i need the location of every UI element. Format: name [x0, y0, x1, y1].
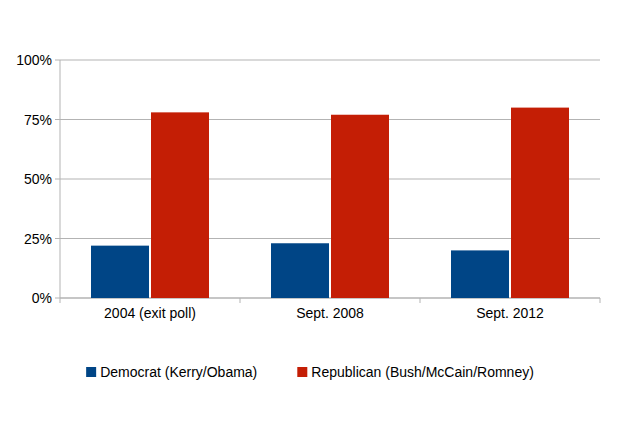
bar — [271, 243, 329, 298]
y-tick — [55, 298, 60, 299]
y-tick — [55, 179, 60, 180]
legend: Democrat (Kerry/Obama) Republican (Bush/M… — [86, 364, 534, 380]
legend-swatch — [297, 367, 307, 377]
legend-label: Democrat (Kerry/Obama) — [100, 364, 257, 380]
grid-line — [60, 60, 600, 61]
y-tick — [55, 119, 60, 120]
y-tick — [55, 60, 60, 61]
bar — [151, 112, 209, 298]
legend-label: Republican (Bush/McCain/Romney) — [311, 364, 534, 380]
y-tick — [55, 238, 60, 239]
y-axis — [60, 60, 61, 298]
bar — [511, 108, 569, 298]
legend-swatch — [86, 367, 96, 377]
chart: 0% 25% 50% 75% 100% 2004 (exit poll) Sept. 200… — [0, 0, 620, 434]
x-tick-label: 2004 (exit poll) — [104, 305, 196, 321]
y-tick-label: 25% — [24, 231, 52, 247]
bars — [91, 108, 569, 298]
x-tick-label: Sept. 2008 — [296, 305, 364, 321]
bar — [91, 246, 149, 298]
x-tick — [60, 298, 61, 303]
x-tick — [240, 298, 241, 303]
y-tick-label: 50% — [24, 171, 52, 187]
y-tick-label: 75% — [24, 112, 52, 128]
y-tick-label: 0% — [32, 290, 52, 306]
x-tick — [420, 298, 421, 303]
x-tick-label: Sept. 2012 — [476, 305, 544, 321]
bar — [331, 115, 389, 298]
x-tick — [600, 298, 601, 303]
y-tick-label: 100% — [16, 52, 52, 68]
bar — [451, 250, 509, 298]
